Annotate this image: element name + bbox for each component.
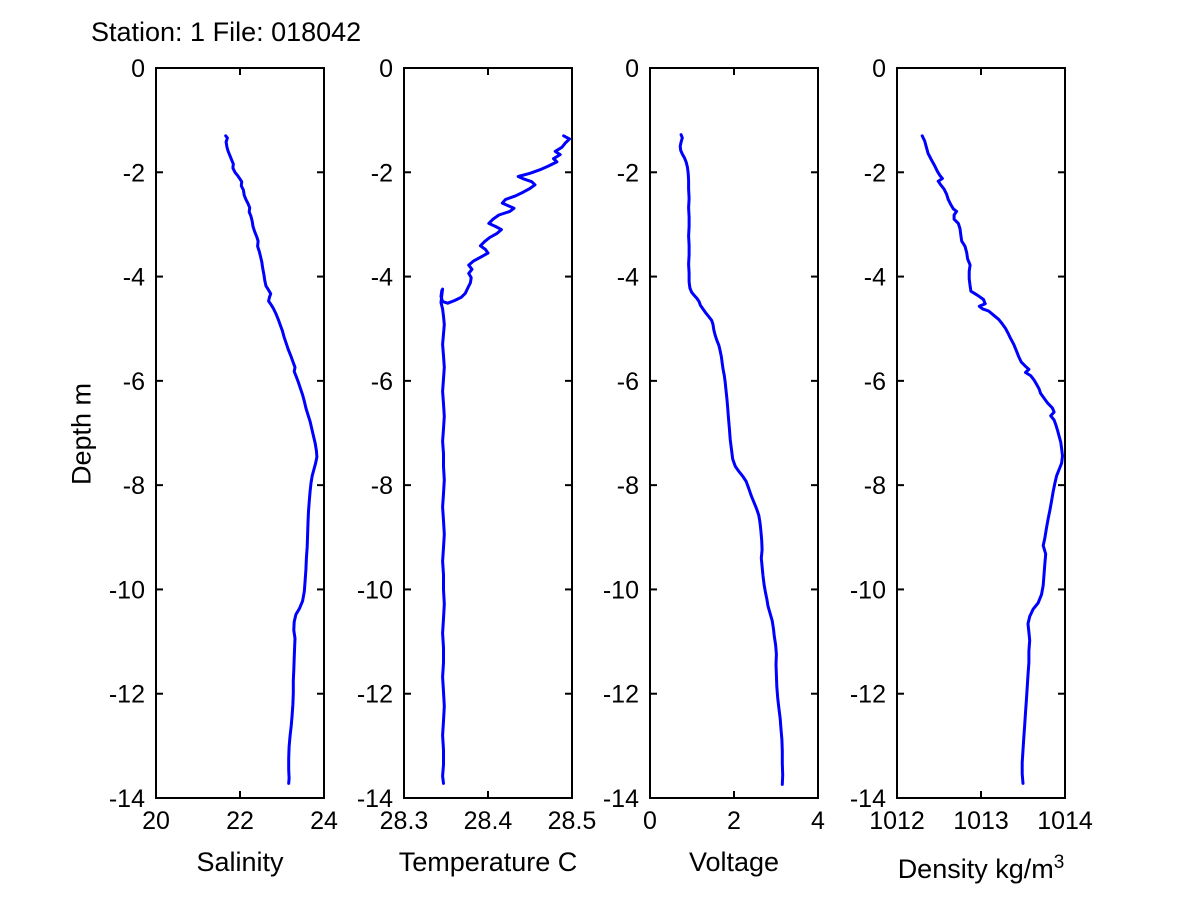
axes-box (649, 67, 819, 799)
x-tick-label: 1013 (953, 807, 1009, 835)
x-tick-label: 22 (226, 807, 254, 835)
y-tick-label: -6 (371, 368, 393, 396)
y-tick-label: -6 (617, 368, 639, 396)
x-tick-label: 24 (310, 807, 338, 835)
x-tick-label: 28.5 (548, 807, 597, 835)
temperature-profile-line (439, 134, 571, 785)
x-axis-label-text: Voltage (688, 847, 780, 877)
y-tick-label: -14 (109, 785, 145, 813)
x-tick-label: 28.4 (464, 807, 513, 835)
x-axis-label-sup: 3 (1053, 852, 1065, 873)
y-tick-label: -8 (617, 472, 639, 500)
y-tick-label: -4 (864, 264, 886, 292)
y-tick-label: -6 (123, 368, 145, 396)
figure-title: Station: 1 File: 018042 (91, 17, 362, 47)
x-axis-label-text: Temperature C (398, 847, 578, 877)
y-tick-label: -2 (123, 159, 145, 187)
x-axis-label-salinity: Salinity (90, 847, 390, 878)
x-tick-label: 1014 (1037, 807, 1093, 835)
x-tick-label: 2 (727, 807, 741, 835)
y-tick-label: -14 (850, 785, 886, 813)
y-tick-label: -10 (109, 576, 145, 604)
y-tick-label: -14 (357, 785, 393, 813)
y-tick-label: -2 (371, 159, 393, 187)
y-tick-label: 0 (625, 55, 639, 83)
x-axis-label-voltage: Voltage (584, 847, 884, 878)
y-tick-label: -10 (603, 576, 639, 604)
y-tick-label: -4 (617, 264, 639, 292)
y-tick-label: -10 (850, 576, 886, 604)
x-axis-label-text: Density kg/m (897, 854, 1054, 884)
axes-box (403, 67, 573, 799)
voltage-profile-line (678, 133, 785, 786)
y-tick-label: 0 (131, 55, 145, 83)
y-tick-label: -12 (357, 681, 393, 709)
y-tick-label: 0 (379, 55, 393, 83)
y-tick-label: -4 (123, 264, 145, 292)
x-axis-label-text: Salinity (196, 847, 284, 877)
y-tick-label: -8 (123, 472, 145, 500)
y-tick-label: -12 (109, 681, 145, 709)
x-tick-label: 20 (142, 807, 170, 835)
y-tick-label: -6 (864, 368, 886, 396)
y-tick-label: -2 (864, 159, 886, 187)
x-axis-label-density: Density kg/m3 (831, 852, 1131, 885)
y-tick-label: -12 (603, 681, 639, 709)
density-profile-line (920, 134, 1064, 785)
axes-box (896, 67, 1066, 799)
y-tick-label: -14 (603, 785, 639, 813)
y-tick-label: -8 (864, 472, 886, 500)
x-axis-label-temperature: Temperature C (338, 847, 638, 878)
y-tick-label: -8 (371, 472, 393, 500)
y-tick-label: 0 (872, 55, 886, 83)
y-tick-label: -4 (371, 264, 393, 292)
x-tick-label: 0 (643, 807, 657, 835)
salinity-profile-line (224, 134, 319, 785)
y-tick-label: -2 (617, 159, 639, 187)
x-tick-label: 1012 (869, 807, 925, 835)
x-tick-label: 28.3 (380, 807, 429, 835)
y-tick-label: -10 (357, 576, 393, 604)
y-tick-label: -12 (850, 681, 886, 709)
x-tick-label: 4 (811, 807, 825, 835)
